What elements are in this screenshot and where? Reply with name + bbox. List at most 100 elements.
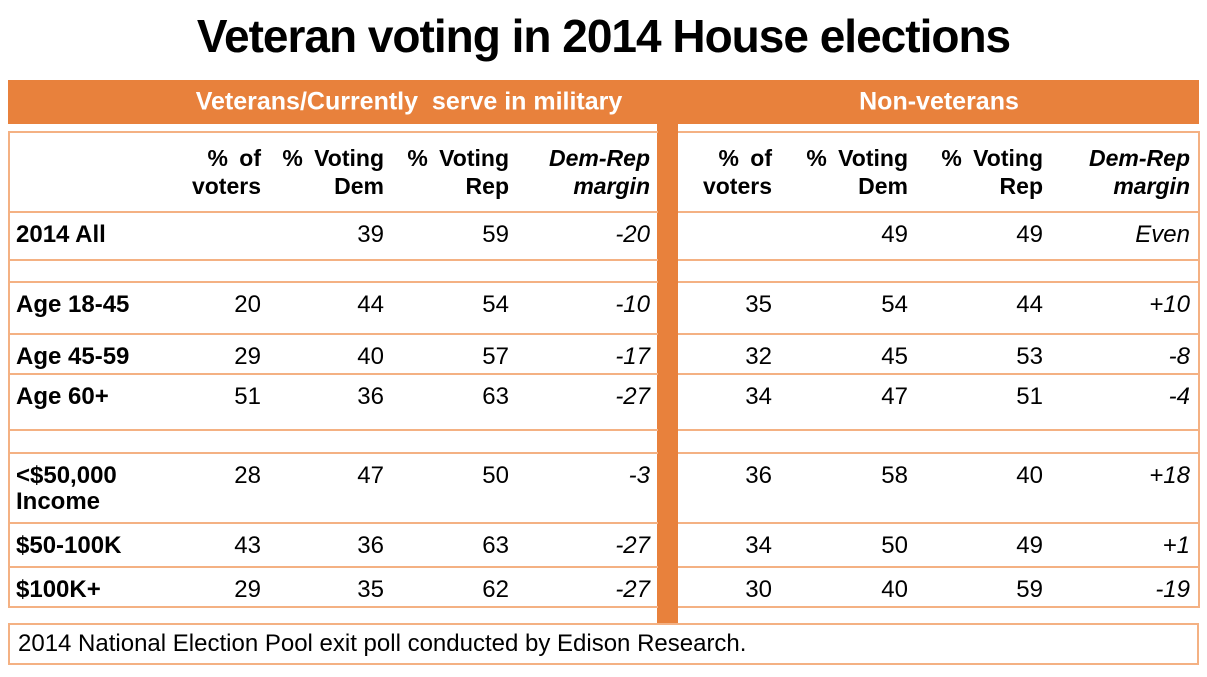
cell-margin: +1 (1162, 532, 1190, 559)
col-header-margin: Dem-Rep margin (1089, 145, 1190, 199)
row-label: Age 18-45 (16, 291, 130, 318)
cell-voting-rep: 49 (1016, 532, 1043, 559)
spacer-row (678, 430, 1199, 453)
spacer-row (9, 430, 658, 453)
cell-voting-dem: 36 (357, 532, 384, 559)
non-veterans-section-header: Non-veterans (859, 87, 1019, 116)
cell-voting-dem: 44 (357, 291, 384, 318)
cell-voting-rep: 57 (482, 343, 509, 370)
cell-pct-voters: 35 (745, 291, 772, 318)
cell-pct-voters: 43 (234, 532, 261, 559)
cell-voting-dem: 40 (357, 343, 384, 370)
table-row: 34 50 49 +1 (678, 523, 1199, 567)
col-header-voting-dem: % Voting Dem (282, 145, 384, 199)
cell-margin: -3 (628, 462, 650, 489)
cell-margin: -27 (615, 576, 650, 603)
cell-voting-dem: 35 (357, 576, 384, 603)
col-header-voting-rep: % Voting Rep (407, 145, 509, 199)
cell-voting-rep: 63 (482, 383, 509, 410)
table-row: 2014 All 39 59 -20 (9, 212, 658, 260)
table-row: <$50,000 Income 28 47 50 -3 (9, 453, 658, 523)
cell-pct-voters: 20 (234, 291, 261, 318)
cell-margin: -10 (615, 291, 650, 318)
veterans-section: % of voters % Voting Dem % Voting Rep Dem-R… (8, 131, 658, 608)
cell-voting-rep: 51 (1016, 383, 1043, 410)
row-label: $100K+ (16, 576, 101, 603)
cell-pct-voters: 34 (745, 532, 772, 559)
non-veterans-section: % of voters % Voting Dem % Voting Rep Dem-R… (678, 131, 1200, 608)
table-row: $100K+ 29 35 62 -27 (9, 567, 658, 607)
cell-pct-voters: 30 (745, 576, 772, 603)
cell-voting-rep: 59 (482, 221, 509, 248)
col-header-margin: Dem-Rep margin (549, 145, 650, 199)
cell-pct-voters: 32 (745, 343, 772, 370)
section-divider (657, 124, 678, 623)
row-label: $50-100K (16, 532, 122, 559)
cell-voting-dem: 36 (357, 383, 384, 410)
cell-voting-rep: 54 (482, 291, 509, 318)
page-title: Veteran voting in 2014 House elections (196, 10, 1011, 62)
cell-voting-dem: 49 (881, 221, 908, 248)
cell-voting-dem: 45 (881, 343, 908, 370)
cell-pct-voters: 29 (234, 343, 261, 370)
cell-pct-voters: 29 (234, 576, 261, 603)
row-label: 2014 All (16, 221, 106, 248)
cell-voting-dem: 40 (881, 576, 908, 603)
source-note: 2014 National Election Pool exit poll co… (8, 623, 1199, 665)
cell-voting-rep: 53 (1016, 343, 1043, 370)
table-row: Age 18-45 20 44 54 -10 (9, 282, 658, 334)
table-row: 36 58 40 +18 (678, 453, 1199, 523)
cell-pct-voters: 34 (745, 383, 772, 410)
cell-pct-voters: 28 (234, 462, 261, 489)
cell-voting-dem: 47 (881, 383, 908, 410)
cell-pct-voters (144, 212, 269, 260)
cell-pct-voters (678, 212, 780, 260)
cell-pct-voters: 51 (234, 383, 261, 410)
row-label: <$50,000 Income (16, 462, 117, 515)
col-header-voting-rep: % Voting Rep (941, 145, 1043, 199)
col-header-pct-voters: % of voters (191, 145, 261, 199)
col-header-pct-voters: % of voters (702, 145, 772, 199)
table-row: 34 47 51 -4 (678, 374, 1199, 430)
cell-margin: +10 (1149, 291, 1190, 318)
cell-voting-rep: 50 (482, 462, 509, 489)
cell-voting-dem: 54 (881, 291, 908, 318)
table-row: Age 60+ 51 36 63 -27 (9, 374, 658, 430)
cell-margin: -4 (1168, 383, 1190, 410)
non-veterans-header-row: % of voters % Voting Dem % Voting Rep Dem-R… (678, 132, 1199, 212)
cell-margin: -27 (615, 383, 650, 410)
section-header-band: Veterans/Currently serve in military Non… (8, 80, 1199, 124)
cell-margin: -8 (1168, 343, 1190, 370)
cell-voting-rep: 40 (1016, 462, 1043, 489)
cell-margin: -27 (615, 532, 650, 559)
cell-voting-rep: 62 (482, 576, 509, 603)
cell-voting-rep: 63 (482, 532, 509, 559)
table-row: 30 40 59 -19 (678, 567, 1199, 607)
cell-voting-dem: 58 (881, 462, 908, 489)
non-veterans-table: % of voters % Voting Dem % Voting Rep Dem-R… (678, 131, 1200, 608)
cell-margin: -17 (615, 343, 650, 370)
veterans-table: % of voters % Voting Dem % Voting Rep Dem-R… (8, 131, 658, 608)
row-label: Age 60+ (16, 383, 109, 410)
table-row: Age 45-59 29 40 57 -17 (9, 334, 658, 374)
row-label-header (9, 132, 144, 212)
cell-voting-dem: 39 (357, 221, 384, 248)
cell-voting-rep: 59 (1016, 576, 1043, 603)
col-header-voting-dem: % Voting Dem (806, 145, 908, 199)
cell-margin: Even (1135, 221, 1190, 248)
table-row: 49 49 Even (678, 212, 1199, 260)
spacer-row (678, 260, 1199, 282)
table-row: 35 54 44 +10 (678, 282, 1199, 334)
cell-voting-dem: 47 (357, 462, 384, 489)
table-row: 32 45 53 -8 (678, 334, 1199, 374)
cell-voting-dem: 50 (881, 532, 908, 559)
veterans-header-row: % of voters % Voting Dem % Voting Rep Dem-R… (9, 132, 658, 212)
spacer-row (9, 260, 658, 282)
veterans-section-header: Veterans/Currently serve in military (195, 87, 623, 116)
row-label: Age 45-59 (16, 343, 130, 370)
cell-margin: -20 (615, 221, 650, 248)
cell-margin: +18 (1149, 462, 1190, 489)
cell-voting-rep: 49 (1016, 221, 1043, 248)
cell-voting-rep: 44 (1016, 291, 1043, 318)
